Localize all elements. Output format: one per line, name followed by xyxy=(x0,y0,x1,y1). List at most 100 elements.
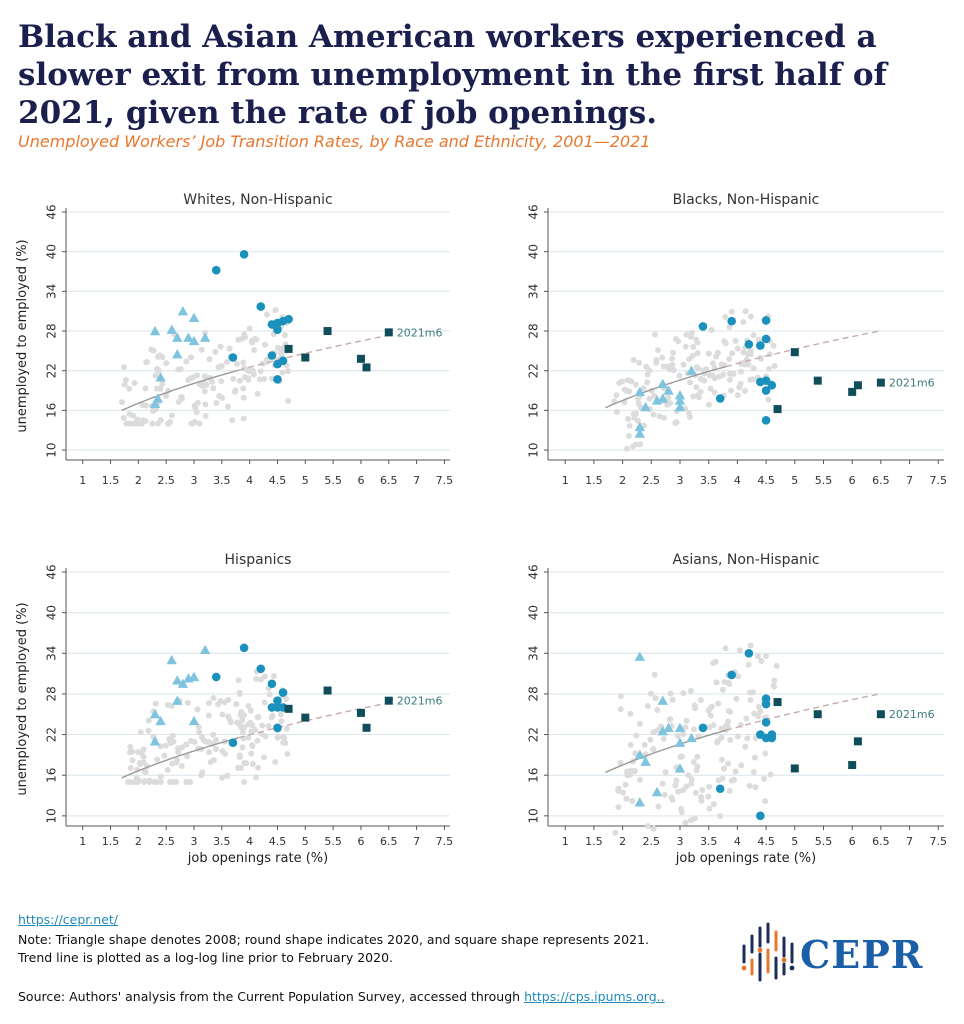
background-point xyxy=(752,784,759,791)
y-tick-label: 40 xyxy=(45,605,59,620)
point-annotation: 2021m6 xyxy=(397,695,443,708)
point-2020 xyxy=(239,643,249,653)
background-point xyxy=(662,769,669,776)
x-tick-label: 2.5 xyxy=(643,835,661,848)
x-tick-label: 1.5 xyxy=(102,835,120,848)
background-point xyxy=(227,719,234,726)
x-tick-label: 2 xyxy=(135,474,142,487)
point-2008 xyxy=(674,722,686,732)
background-point xyxy=(745,661,752,668)
x-tick-label: 2 xyxy=(619,835,626,848)
background-point xyxy=(690,759,697,766)
background-point xyxy=(693,384,700,391)
page-title: Black and Asian American workers experie… xyxy=(18,19,887,131)
x-tick-label: 5 xyxy=(791,474,798,487)
background-point xyxy=(277,711,284,718)
y-tick-label: 16 xyxy=(45,403,59,418)
background-point xyxy=(708,327,715,334)
cepr-logo[interactable]: CEPR xyxy=(740,920,940,990)
background-point xyxy=(680,731,687,738)
background-point xyxy=(151,778,158,785)
point-2020 xyxy=(278,688,288,697)
point-2020 xyxy=(228,353,238,362)
y-tick-label: 16 xyxy=(527,403,541,418)
background-point xyxy=(257,368,264,375)
background-point xyxy=(771,677,778,684)
background-point xyxy=(617,706,624,713)
point-2020 xyxy=(744,648,754,658)
background-point xyxy=(274,344,281,351)
background-point xyxy=(183,741,190,748)
background-point xyxy=(272,758,279,765)
background-point xyxy=(734,345,741,352)
background-point xyxy=(164,766,171,773)
background-point xyxy=(762,653,769,660)
x-tick-label: 5.5 xyxy=(324,474,342,487)
ipums-link[interactable]: https://cps.ipums.org.. xyxy=(524,989,665,1004)
background-point xyxy=(168,412,175,419)
background-point xyxy=(129,748,136,755)
y-tick-label: 40 xyxy=(527,605,541,620)
chart-panel: 10 16 22 28 34 40 46 1 1.5 2 2.5 3 3.5 4 4.5 5 5.5 6 6.5 7 7… xyxy=(527,552,948,866)
x-tick-label: 1.5 xyxy=(102,474,120,487)
background-point xyxy=(121,381,128,388)
background-point xyxy=(170,732,177,739)
chart-title: Hispanics xyxy=(225,552,292,568)
background-point xyxy=(187,354,194,361)
background-point xyxy=(142,385,149,392)
y-tick-label: 34 xyxy=(527,646,541,661)
point-2008 xyxy=(634,421,646,432)
background-point xyxy=(235,336,242,343)
background-point xyxy=(152,372,159,379)
point-2020 xyxy=(761,718,771,727)
background-point xyxy=(749,689,756,696)
background-point xyxy=(707,385,714,392)
background-point xyxy=(218,378,225,385)
background-point xyxy=(636,720,643,727)
background-point xyxy=(720,765,727,772)
point-2008 xyxy=(686,365,697,375)
background-point xyxy=(212,348,219,355)
background-point xyxy=(672,420,679,427)
background-point xyxy=(254,737,261,744)
background-point xyxy=(738,762,745,769)
background-point xyxy=(683,717,690,724)
point-2008 xyxy=(634,428,646,438)
background-point xyxy=(274,734,281,741)
background-point xyxy=(710,801,717,808)
point-2021 xyxy=(356,354,365,363)
background-point xyxy=(145,717,152,724)
background-point xyxy=(654,727,661,734)
point-2008 xyxy=(188,335,200,346)
x-tick-label: 6 xyxy=(849,835,856,848)
background-point xyxy=(195,723,202,730)
point-2021 xyxy=(284,704,293,713)
background-point xyxy=(750,768,757,775)
background-point xyxy=(262,341,269,348)
x-tick-label: 3.5 xyxy=(700,835,718,848)
background-point xyxy=(224,403,231,410)
point-2008 xyxy=(657,725,668,736)
background-point xyxy=(621,386,628,393)
point-2021 xyxy=(301,713,310,722)
x-tick-label: 1.5 xyxy=(585,474,603,487)
background-point xyxy=(741,387,748,394)
background-point xyxy=(191,402,198,409)
background-point xyxy=(224,772,231,779)
cepr-wordmark: CEPR xyxy=(800,932,924,977)
background-point xyxy=(644,703,651,710)
x-tick-label: 6 xyxy=(849,474,856,487)
y-tick-label: 10 xyxy=(527,442,541,457)
cepr-link[interactable]: https://cepr.net/ xyxy=(18,912,118,927)
background-point xyxy=(140,759,147,766)
y-tick-label: 28 xyxy=(527,686,541,701)
background-point xyxy=(650,746,657,753)
background-point xyxy=(261,699,268,706)
background-point xyxy=(196,729,203,736)
background-point xyxy=(758,658,765,665)
x-tick-label: 3 xyxy=(191,835,198,848)
background-point xyxy=(241,712,248,719)
background-point xyxy=(234,360,241,367)
point-2021 xyxy=(790,348,799,357)
background-point xyxy=(733,695,740,702)
